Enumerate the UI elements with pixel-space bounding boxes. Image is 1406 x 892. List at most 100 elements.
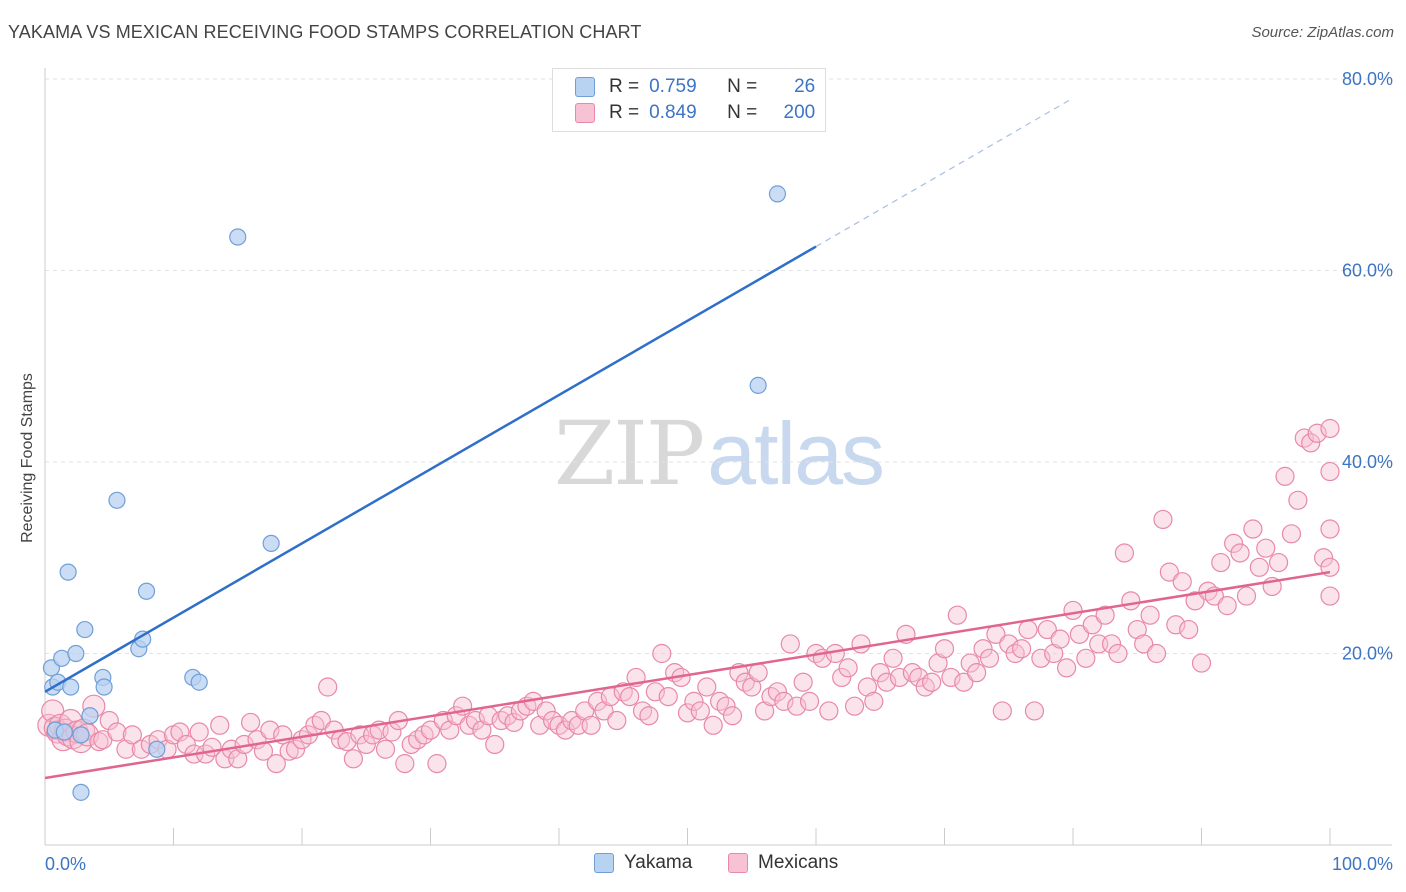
yakama-point xyxy=(749,376,767,394)
mexicans-point xyxy=(864,691,884,711)
mexicans-point xyxy=(832,667,852,688)
mexicans-point xyxy=(754,701,775,721)
mexicans-point xyxy=(793,672,813,692)
mexicans-point xyxy=(1011,639,1032,659)
mexicans-point xyxy=(620,686,640,707)
mexicans-point xyxy=(934,639,955,659)
mexicans-point xyxy=(575,701,595,721)
legend-r-label: R = xyxy=(609,76,640,97)
yakama-point xyxy=(108,491,126,509)
mexicans-point xyxy=(742,677,762,697)
mexicans-point xyxy=(960,653,980,673)
mexicans-point xyxy=(122,725,142,745)
mexicans-point xyxy=(504,712,524,733)
mexicans-point xyxy=(485,734,505,755)
mexicans-point xyxy=(210,715,230,735)
mexicans-point xyxy=(1056,658,1077,678)
mexicans-point xyxy=(703,715,723,735)
mexicans-point xyxy=(1191,653,1212,673)
x-tick-label: 0.0% xyxy=(45,854,86,874)
source-label: Source: ZipAtlas.com xyxy=(1251,24,1394,41)
mexicans-point xyxy=(587,691,608,711)
yakama-point xyxy=(76,620,94,639)
mexicans-point xyxy=(658,686,678,707)
mexicans-point xyxy=(530,715,550,735)
mexicans-point xyxy=(909,667,929,688)
legend-r-value: 0.759 xyxy=(649,76,697,97)
mexicans-point xyxy=(241,712,261,733)
series-legend: Yakama Mexicans xyxy=(0,852,1406,876)
legend-r-value: 0.849 xyxy=(649,102,697,123)
mexicans-point xyxy=(427,754,447,774)
mexicans-point xyxy=(799,691,820,711)
yakama-point xyxy=(81,707,99,725)
mexicans-point xyxy=(1031,648,1051,668)
mexicans-point xyxy=(440,720,460,740)
mexicans-point xyxy=(787,696,807,716)
mexicans-point xyxy=(1108,643,1128,664)
mexicans-point xyxy=(1179,619,1199,640)
mexicans-point xyxy=(844,696,865,716)
mexicans-point xyxy=(99,710,119,731)
y-tick-label: 20.0% xyxy=(1342,644,1393,664)
watermark-zip: ZIP xyxy=(554,402,705,505)
mexicans-point xyxy=(170,722,190,742)
mexicans-point xyxy=(767,682,788,702)
mexicans-point xyxy=(684,691,704,711)
legend-r-label: R = xyxy=(609,102,640,123)
mexicans-point xyxy=(973,639,993,659)
legend-n-value: 26 xyxy=(794,76,816,97)
yakama-point xyxy=(67,644,85,663)
y-tick-label: 60.0% xyxy=(1342,261,1393,281)
mexicans-point xyxy=(1320,418,1340,439)
series-legend-mexicans[interactable]: Mexicans xyxy=(728,852,838,874)
mexicans-point xyxy=(857,677,878,697)
series-legend-yakama[interactable]: Yakama xyxy=(594,852,692,874)
mexicans-point xyxy=(318,677,338,697)
mexicans-point xyxy=(472,720,492,740)
yakama-point xyxy=(72,726,90,744)
mexicans-point xyxy=(1121,591,1141,611)
mexicans-point xyxy=(780,634,800,654)
mexicans-point xyxy=(851,634,871,654)
mexicans-point xyxy=(1268,552,1289,573)
mexicans-point xyxy=(883,648,903,668)
yakama-point xyxy=(768,185,787,203)
mexicans-point xyxy=(1050,629,1070,649)
mexicans-point xyxy=(607,710,627,731)
mexicans-point xyxy=(1320,519,1340,539)
mexicans-point xyxy=(819,701,839,721)
mexicans-point xyxy=(285,739,306,759)
mexicans-point xyxy=(1018,619,1038,640)
mexicans-point xyxy=(999,634,1019,654)
mexicans-point xyxy=(1082,615,1102,635)
yakama-point xyxy=(137,582,156,600)
y-axis-label: Receiving Food Stamps xyxy=(19,373,36,543)
series-legend-label: Mexicans xyxy=(758,852,839,873)
mexicans-point xyxy=(1101,634,1122,654)
mexicans-point xyxy=(1230,543,1250,563)
mexicans-point xyxy=(266,754,286,774)
yakama-swatch xyxy=(575,77,595,97)
yakama-trend-line xyxy=(44,245,817,693)
mexicans-point xyxy=(1217,596,1237,616)
mexicans-point xyxy=(1114,543,1135,563)
mexicans-point xyxy=(1243,519,1263,539)
mexicans-point xyxy=(1211,552,1231,573)
mexicans-swatch xyxy=(575,103,595,123)
mexicans-point xyxy=(1307,423,1327,443)
y-tick-label: 80.0% xyxy=(1342,69,1393,89)
mexicans-point xyxy=(356,734,376,755)
y-tick-label: 40.0% xyxy=(1342,452,1393,472)
mexicans-point xyxy=(1044,643,1064,664)
yakama-point xyxy=(190,673,208,691)
mexicans-point xyxy=(1288,490,1308,510)
mexicans-point xyxy=(1281,524,1302,544)
mexicans-point xyxy=(748,663,768,683)
mexicans-point xyxy=(581,715,601,735)
x-tick-label: 100.0% xyxy=(1332,854,1393,874)
mexicans-point xyxy=(420,720,441,740)
mexicans-point xyxy=(1172,572,1192,592)
mexicans-point xyxy=(979,648,1000,668)
